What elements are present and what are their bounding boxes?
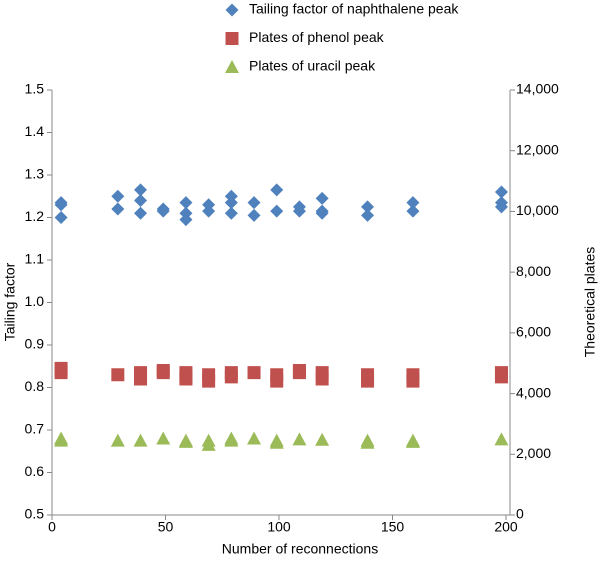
y-tick-label: 1.2 (25, 208, 45, 224)
point (111, 189, 125, 203)
x-tick-label: 100 (267, 519, 291, 535)
legend-marker (225, 3, 239, 17)
point (201, 437, 216, 451)
point (361, 200, 375, 214)
point (269, 435, 284, 449)
y-tick-label: 1.3 (25, 166, 45, 182)
x-tick-label: 200 (494, 519, 518, 535)
y-tick-label: 0.5 (25, 506, 45, 522)
point (405, 434, 420, 448)
point (270, 374, 284, 388)
y2-tick-label: 2,000 (516, 445, 551, 461)
point (111, 368, 125, 382)
point (360, 435, 375, 449)
point (315, 206, 329, 220)
y-tick-label: 0.8 (25, 378, 45, 394)
point (156, 366, 170, 380)
point (270, 204, 284, 218)
point (54, 211, 68, 224)
point (315, 432, 330, 446)
point (247, 431, 262, 445)
point (361, 374, 375, 388)
point (134, 194, 148, 207)
point (292, 204, 306, 218)
point (54, 433, 69, 447)
point (224, 206, 238, 220)
point (406, 374, 420, 388)
point (134, 183, 148, 197)
point (494, 200, 508, 214)
point (406, 204, 420, 218)
point (156, 431, 171, 445)
point (224, 433, 239, 447)
y-tick-label: 0.6 (25, 463, 45, 479)
point (315, 191, 329, 205)
point (54, 366, 68, 380)
point (494, 432, 509, 446)
y-tick-label: 0.9 (25, 336, 45, 352)
point (111, 202, 125, 216)
point (247, 366, 261, 380)
y2-tick-label: 0 (516, 506, 524, 522)
legend-marker (225, 32, 239, 45)
point (179, 213, 193, 227)
y2-axis-title: Theoretical plates (582, 247, 598, 358)
legend-label: Plates of uracil peak (249, 58, 376, 74)
y2-tick-label: 6,000 (516, 324, 551, 340)
point (202, 374, 216, 388)
point (224, 370, 238, 384)
x-tick-label: 50 (158, 519, 174, 535)
point (292, 432, 307, 446)
y-tick-label: 1.1 (25, 251, 45, 267)
point (494, 185, 508, 199)
y2-tick-label: 4,000 (516, 384, 551, 400)
point (202, 204, 216, 218)
y-tick-label: 1.5 (25, 81, 45, 97)
x-tick-label: 0 (48, 519, 56, 535)
point (247, 196, 261, 210)
point (494, 370, 508, 384)
point (179, 372, 193, 386)
point (54, 198, 68, 212)
y2-tick-label: 8,000 (516, 263, 551, 279)
y-tick-label: 0.7 (25, 421, 45, 437)
point (156, 204, 170, 218)
point (134, 372, 148, 386)
point (133, 433, 148, 447)
y2-tick-label: 14,000 (516, 81, 559, 97)
y-tick-label: 1.4 (25, 123, 45, 139)
y2-tick-label: 12,000 (516, 141, 559, 157)
point (134, 206, 148, 220)
point (315, 372, 329, 386)
legend-label: Plates of phenol peak (249, 29, 385, 45)
y-tick-label: 1.0 (25, 293, 45, 309)
y2-tick-label: 10,000 (516, 202, 559, 218)
point (292, 366, 306, 380)
legend-label: Tailing factor of naphthalene peak (249, 1, 459, 17)
point (361, 208, 375, 222)
legend-marker (225, 60, 239, 73)
point (224, 196, 238, 210)
point (179, 196, 193, 210)
point (178, 434, 193, 448)
x-axis-title: Number of reconnections (222, 541, 378, 557)
point (247, 208, 261, 222)
point (270, 183, 284, 197)
y-axis-title: Tailing factor (2, 262, 18, 341)
x-tick-label: 150 (381, 519, 405, 535)
point (406, 196, 420, 210)
point (110, 433, 125, 447)
